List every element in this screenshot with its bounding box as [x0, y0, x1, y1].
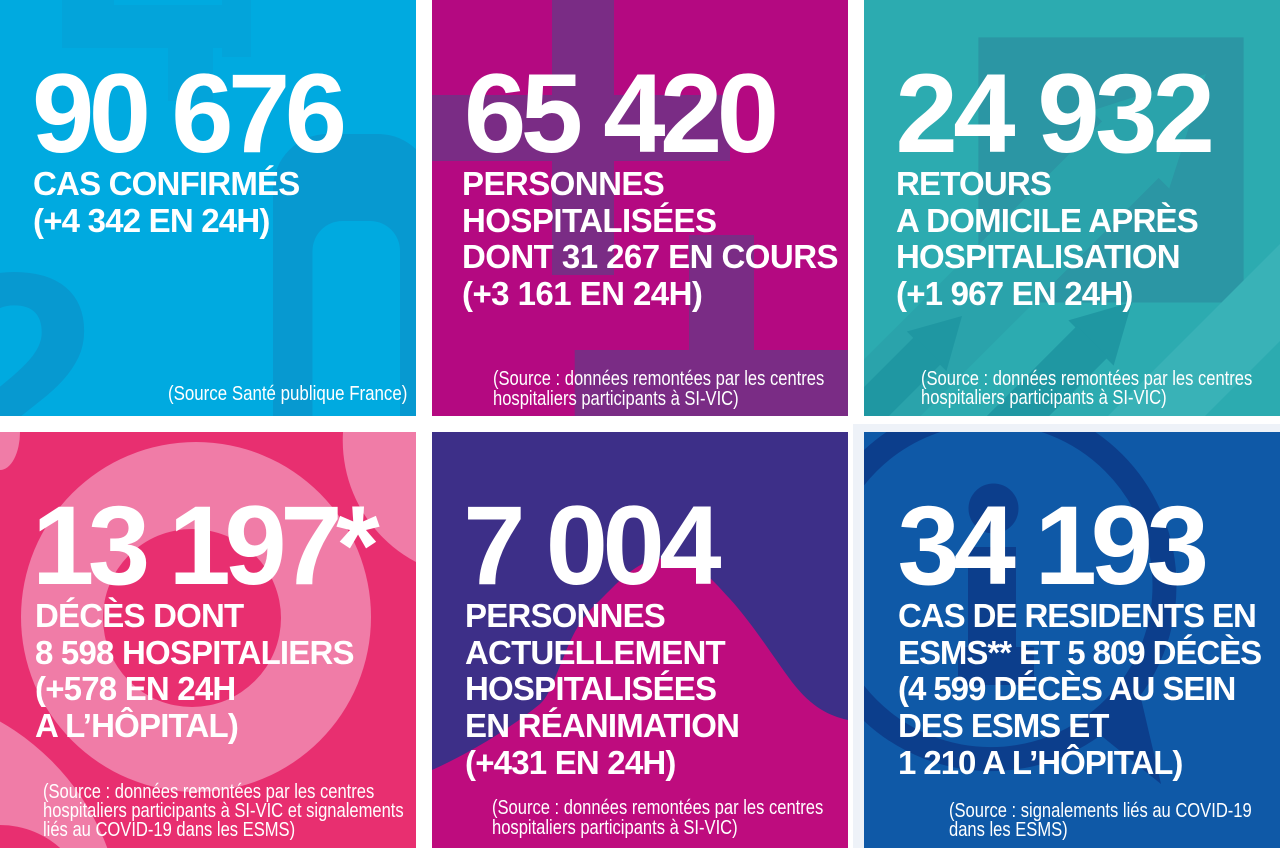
- svg-text:2: 2: [0, 209, 100, 416]
